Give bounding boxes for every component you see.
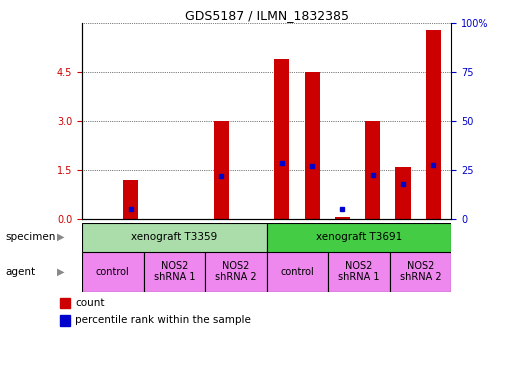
Bar [396,167,410,219]
Bar [305,72,320,219]
Bar [267,223,451,252]
Bar [365,121,380,219]
Bar [335,217,350,219]
Bar [144,252,205,292]
Bar [61,315,70,326]
Bar [123,180,138,219]
Text: control: control [96,266,130,277]
Bar [205,252,267,292]
Text: NOS2
shRNA 2: NOS2 shRNA 2 [215,261,257,283]
Text: control: control [281,266,314,277]
Text: percentile rank within the sample: percentile rank within the sample [75,315,251,325]
Bar [390,252,451,292]
Text: xenograft T3691: xenograft T3691 [316,232,402,242]
Text: NOS2
shRNA 1: NOS2 shRNA 1 [154,261,195,283]
Text: xenograft T3359: xenograft T3359 [131,232,218,242]
Bar [328,252,390,292]
Bar [426,30,441,219]
Bar [267,252,328,292]
Text: NOS2
shRNA 1: NOS2 shRNA 1 [339,261,380,283]
Text: specimen: specimen [5,232,55,242]
Title: GDS5187 / ILMN_1832385: GDS5187 / ILMN_1832385 [185,9,349,22]
Text: ▶: ▶ [57,266,65,277]
Bar [82,252,144,292]
Text: agent: agent [5,266,35,277]
Bar [82,223,267,252]
Bar [61,298,70,308]
Text: ▶: ▶ [57,232,65,242]
Text: NOS2
shRNA 2: NOS2 shRNA 2 [400,261,442,283]
Bar [274,59,289,219]
Bar [214,121,229,219]
Text: count: count [75,298,105,308]
